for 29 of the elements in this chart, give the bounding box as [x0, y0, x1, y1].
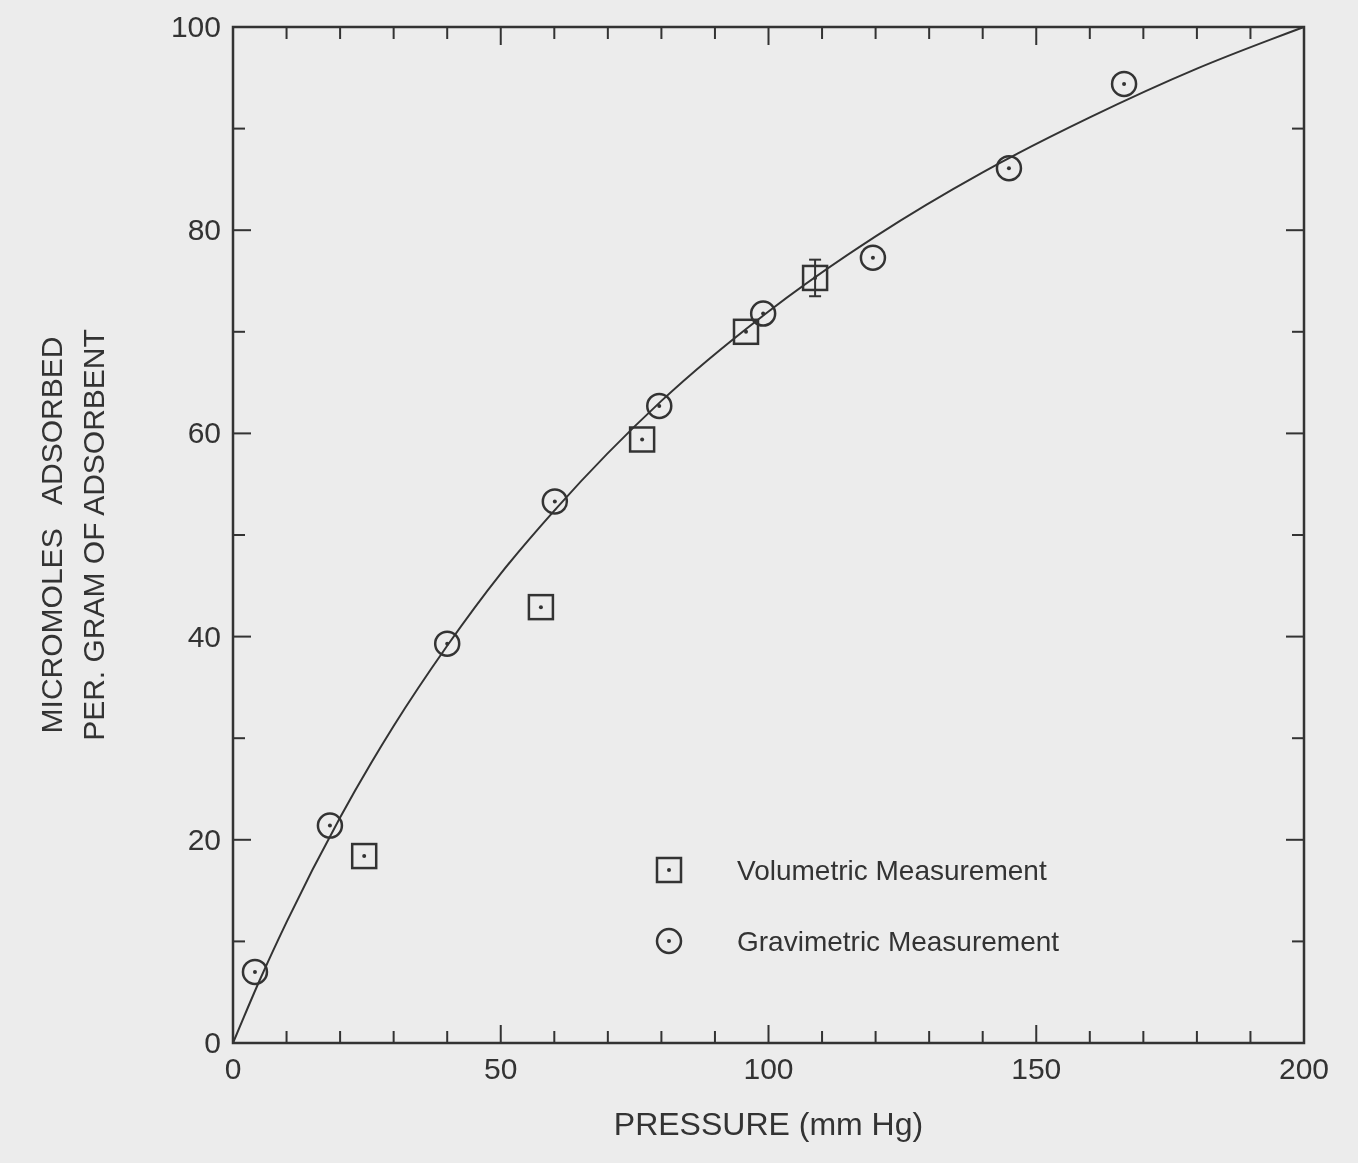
- point: [646, 392, 673, 420]
- y-tick-label: 40: [187, 619, 221, 653]
- point: [350, 842, 378, 870]
- point: [433, 630, 461, 657]
- legend-label: Volumetric Measurement: [737, 855, 1047, 886]
- point: [241, 958, 269, 986]
- y-axis-title: MICROMOLES ADSORBED PER. GRAM OF ADSORBENT: [35, 329, 110, 741]
- x-tick-label: 150: [1011, 1052, 1062, 1085]
- legend-label: Gravimetric Measurement: [737, 926, 1060, 957]
- y-tick-label: 20: [187, 822, 221, 856]
- point: [995, 154, 1023, 182]
- x-tick-label: 200: [1278, 1052, 1330, 1085]
- y-tick-label: 0: [204, 1026, 221, 1059]
- y-tick-label: 80: [187, 213, 221, 247]
- point: [1110, 70, 1138, 98]
- x-axis-title: PRESSURE (mm Hg): [613, 1106, 924, 1142]
- point: [316, 812, 344, 839]
- y-tick-label: 100: [170, 10, 221, 43]
- point: [527, 593, 555, 621]
- point: [541, 488, 569, 515]
- x-tick-label: 100: [743, 1052, 794, 1085]
- y-tick-label: 60: [187, 416, 221, 450]
- x-tick-label: 0: [224, 1052, 242, 1085]
- x-tick-label: 50: [484, 1052, 518, 1085]
- point: [801, 264, 829, 292]
- point: [859, 244, 887, 271]
- point: [732, 318, 760, 346]
- point: [628, 426, 656, 453]
- point: [749, 300, 777, 327]
